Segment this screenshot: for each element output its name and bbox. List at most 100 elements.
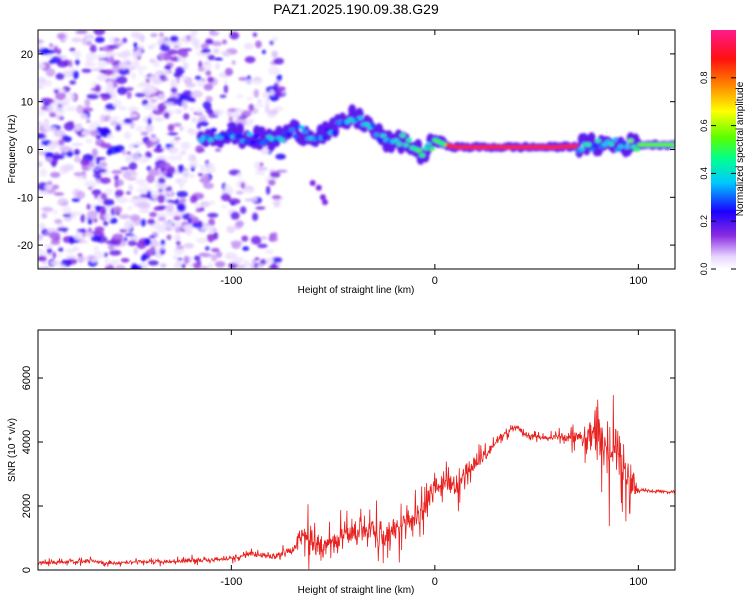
heatmap-cell xyxy=(109,217,118,224)
heatmap-cell xyxy=(216,251,223,258)
heatmap-cell xyxy=(227,131,234,136)
heatmap-cell xyxy=(175,259,182,268)
heatmap-cell xyxy=(209,30,216,33)
heatmap-cell xyxy=(133,42,138,48)
heatmap-cell xyxy=(257,243,268,249)
heatmap-cell xyxy=(268,179,276,186)
heatmap-cell xyxy=(191,38,200,46)
heatmap-cell xyxy=(52,251,57,259)
heatmap-cell xyxy=(137,45,145,50)
heatmap-cell xyxy=(254,161,260,170)
heatmap-cell xyxy=(165,204,174,213)
heatmap-cell xyxy=(149,58,156,63)
heatmap-cell xyxy=(93,173,102,178)
heatmap-cell xyxy=(174,227,182,234)
heatmap-cell xyxy=(42,124,51,130)
heatmap-cell xyxy=(321,135,328,140)
heatmap-cell xyxy=(289,127,295,132)
heatmap-cell xyxy=(276,74,283,82)
heatmap-cell xyxy=(182,100,188,109)
heatmap-cell xyxy=(166,211,177,217)
heatmap-cell xyxy=(257,166,268,171)
heatmap-cell xyxy=(157,36,164,40)
heatmap-cell xyxy=(63,163,74,172)
colorbar-label: Normalized spectral amplitude xyxy=(735,81,746,216)
heatmap-cell xyxy=(197,138,204,143)
heatmap-cell xyxy=(204,162,215,170)
heatmap-cell xyxy=(205,246,210,251)
heatmap-cell xyxy=(57,198,69,207)
heatmap-cell xyxy=(186,34,191,41)
heatmap-cell xyxy=(130,264,143,269)
heatmap-cell xyxy=(128,161,138,171)
heatmap-cell xyxy=(271,50,278,58)
heatmap-cell xyxy=(81,130,90,136)
heatmap-cell xyxy=(182,62,189,70)
y-tick-label: 2000 xyxy=(21,494,33,518)
heatmap-cell xyxy=(115,76,128,85)
heatmap-cell xyxy=(69,47,76,52)
heatmap-cell xyxy=(181,263,186,269)
heatmap-cell xyxy=(429,146,435,151)
heatmap-cell xyxy=(150,33,158,38)
heatmap-cell xyxy=(131,51,141,58)
heatmap-cell xyxy=(111,116,120,121)
heatmap-cell xyxy=(167,124,175,132)
heatmap-cell xyxy=(182,178,188,184)
y-tick-label: 20 xyxy=(21,49,33,61)
heatmap-cell xyxy=(621,140,628,145)
heatmap-cell xyxy=(38,39,45,44)
heatmap-cell xyxy=(614,147,621,152)
heatmap-cell xyxy=(85,138,93,144)
heatmap-cell xyxy=(230,211,240,220)
heatmap-cell xyxy=(183,48,193,52)
heatmap-cell xyxy=(253,134,260,139)
heatmap-cell xyxy=(585,142,592,147)
heatmap-cell xyxy=(166,166,176,175)
x-tick-label: 0 xyxy=(432,275,438,287)
heatmap-cell xyxy=(157,216,166,222)
heatmap-cell xyxy=(617,144,624,149)
heatmap-cell xyxy=(595,138,602,143)
heatmap-cell xyxy=(99,69,107,74)
heatmap-cell xyxy=(309,180,316,186)
heatmap-cell xyxy=(177,108,182,115)
heatmap-cell xyxy=(91,148,98,158)
heatmap-cell xyxy=(193,255,201,261)
heatmap-cell xyxy=(115,264,126,269)
heatmap-cell xyxy=(53,192,65,196)
heatmap-cell xyxy=(147,218,156,225)
heatmap-cell xyxy=(204,134,211,139)
heatmap-cell xyxy=(422,146,429,151)
heatmap-cell xyxy=(131,196,143,200)
heatmap-cell xyxy=(168,190,173,196)
heatmap-cell xyxy=(73,148,80,156)
heatmap-cell xyxy=(44,184,53,191)
heatmap-cell xyxy=(240,182,245,189)
heatmap-cell xyxy=(240,206,247,214)
heatmap-cell xyxy=(233,112,239,119)
heatmap-cell xyxy=(205,96,213,103)
chart-title: PAZ1.2025.190.09.38.G29 xyxy=(273,1,439,17)
heatmap-cell xyxy=(259,162,264,167)
colorbar-tick-label: 0.2 xyxy=(699,215,709,228)
heatmap-cell xyxy=(272,36,278,43)
heatmap-cell xyxy=(634,147,641,152)
heatmap-cell xyxy=(608,142,615,147)
heatmap-cell xyxy=(167,155,180,161)
heatmap-cell xyxy=(180,141,191,150)
heatmap-cell xyxy=(145,83,153,91)
heatmap-cell xyxy=(189,173,196,178)
heatmap-cell xyxy=(160,239,166,246)
heatmap-cell xyxy=(91,68,103,72)
heatmap-cell xyxy=(241,235,249,242)
heatmap-cell xyxy=(285,132,292,137)
heatmap-cell xyxy=(164,102,175,107)
heatmap-cell xyxy=(128,66,136,71)
heatmap-cell xyxy=(200,43,209,50)
heatmap-cell xyxy=(136,241,147,249)
heatmap-cell xyxy=(60,259,72,267)
heatmap-cell xyxy=(200,265,208,269)
heatmap-cell xyxy=(199,201,211,208)
